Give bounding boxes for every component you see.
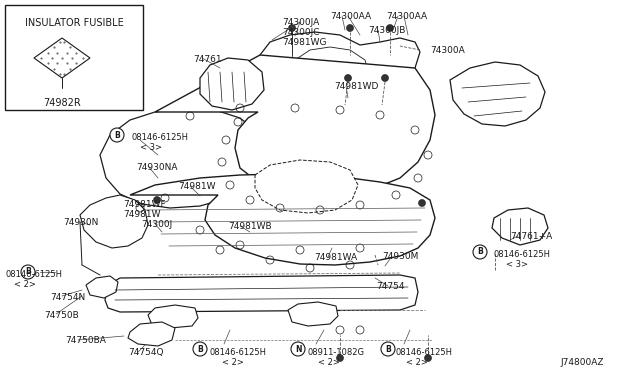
Polygon shape [86,276,118,298]
Text: 74981WG: 74981WG [282,38,326,47]
Text: 74750B: 74750B [44,311,79,320]
Text: < 2>: < 2> [318,358,340,367]
Circle shape [193,342,207,356]
Text: 74761+A: 74761+A [510,232,552,241]
Text: 74930M: 74930M [382,252,419,261]
Text: 74300JC: 74300JC [282,28,319,37]
Text: < 3>: < 3> [506,260,528,269]
Text: < 2>: < 2> [14,280,36,289]
Text: 74300JA: 74300JA [282,18,319,27]
Text: 74300JB: 74300JB [368,26,405,35]
Text: 74981W: 74981W [123,210,161,219]
Text: 74981WA: 74981WA [314,253,357,262]
Text: B: B [477,247,483,257]
Polygon shape [100,108,264,208]
Text: < 2>: < 2> [406,358,428,367]
Text: J74800AZ: J74800AZ [560,358,604,367]
Polygon shape [80,195,148,248]
Text: 74981W: 74981W [178,182,216,191]
Text: B: B [385,344,391,353]
Text: 08146-6125H: 08146-6125H [6,270,63,279]
Text: 74981WF: 74981WF [123,200,166,209]
Text: B: B [25,267,31,276]
Text: 08146-6125H: 08146-6125H [210,348,267,357]
Circle shape [21,265,35,279]
Polygon shape [255,160,358,213]
Circle shape [346,25,353,32]
Text: 74750BA: 74750BA [65,336,106,345]
Polygon shape [130,174,435,265]
Bar [5,5,143,110]
Circle shape [381,342,395,356]
Polygon shape [148,305,198,328]
Circle shape [344,74,351,81]
Text: 08146-6125H: 08146-6125H [494,250,551,259]
Circle shape [110,128,124,142]
Polygon shape [155,55,435,196]
Text: B: B [197,344,203,353]
Text: 74761: 74761 [193,55,221,64]
Circle shape [381,74,388,81]
Polygon shape [288,302,338,326]
Text: 74754N: 74754N [50,293,85,302]
Polygon shape [200,58,264,110]
Text: < 2>: < 2> [222,358,244,367]
Text: 74981WB: 74981WB [228,222,271,231]
Text: 74754: 74754 [376,282,404,291]
Text: 74300AA: 74300AA [386,12,427,21]
Text: 74300A: 74300A [430,46,465,55]
Text: 74981WD: 74981WD [334,82,378,91]
Text: 74930N: 74930N [63,218,99,227]
Text: 74930NA: 74930NA [136,163,177,172]
Circle shape [473,245,487,259]
Text: 08911-1082G: 08911-1082G [308,348,365,357]
Text: INSULATOR FUSIBLE: INSULATOR FUSIBLE [24,18,124,28]
Text: < 3>: < 3> [140,143,162,152]
Polygon shape [260,32,420,102]
Circle shape [291,342,305,356]
Text: 74754Q: 74754Q [128,348,163,357]
Text: 74982R: 74982R [43,98,81,108]
Polygon shape [105,275,418,312]
Text: B: B [114,131,120,140]
Text: 08146-6125H: 08146-6125H [132,133,189,142]
Polygon shape [128,322,175,346]
Polygon shape [492,208,548,245]
Text: 74300AA: 74300AA [330,12,371,21]
Circle shape [387,25,394,32]
Circle shape [289,25,296,32]
Circle shape [424,355,431,362]
Circle shape [337,355,344,362]
Text: N: N [295,344,301,353]
Circle shape [154,196,161,203]
Circle shape [419,199,426,206]
Polygon shape [450,62,545,126]
Text: 74300J: 74300J [141,220,172,229]
Text: 08146-6125H: 08146-6125H [396,348,453,357]
Polygon shape [34,38,90,78]
Polygon shape [295,47,368,88]
